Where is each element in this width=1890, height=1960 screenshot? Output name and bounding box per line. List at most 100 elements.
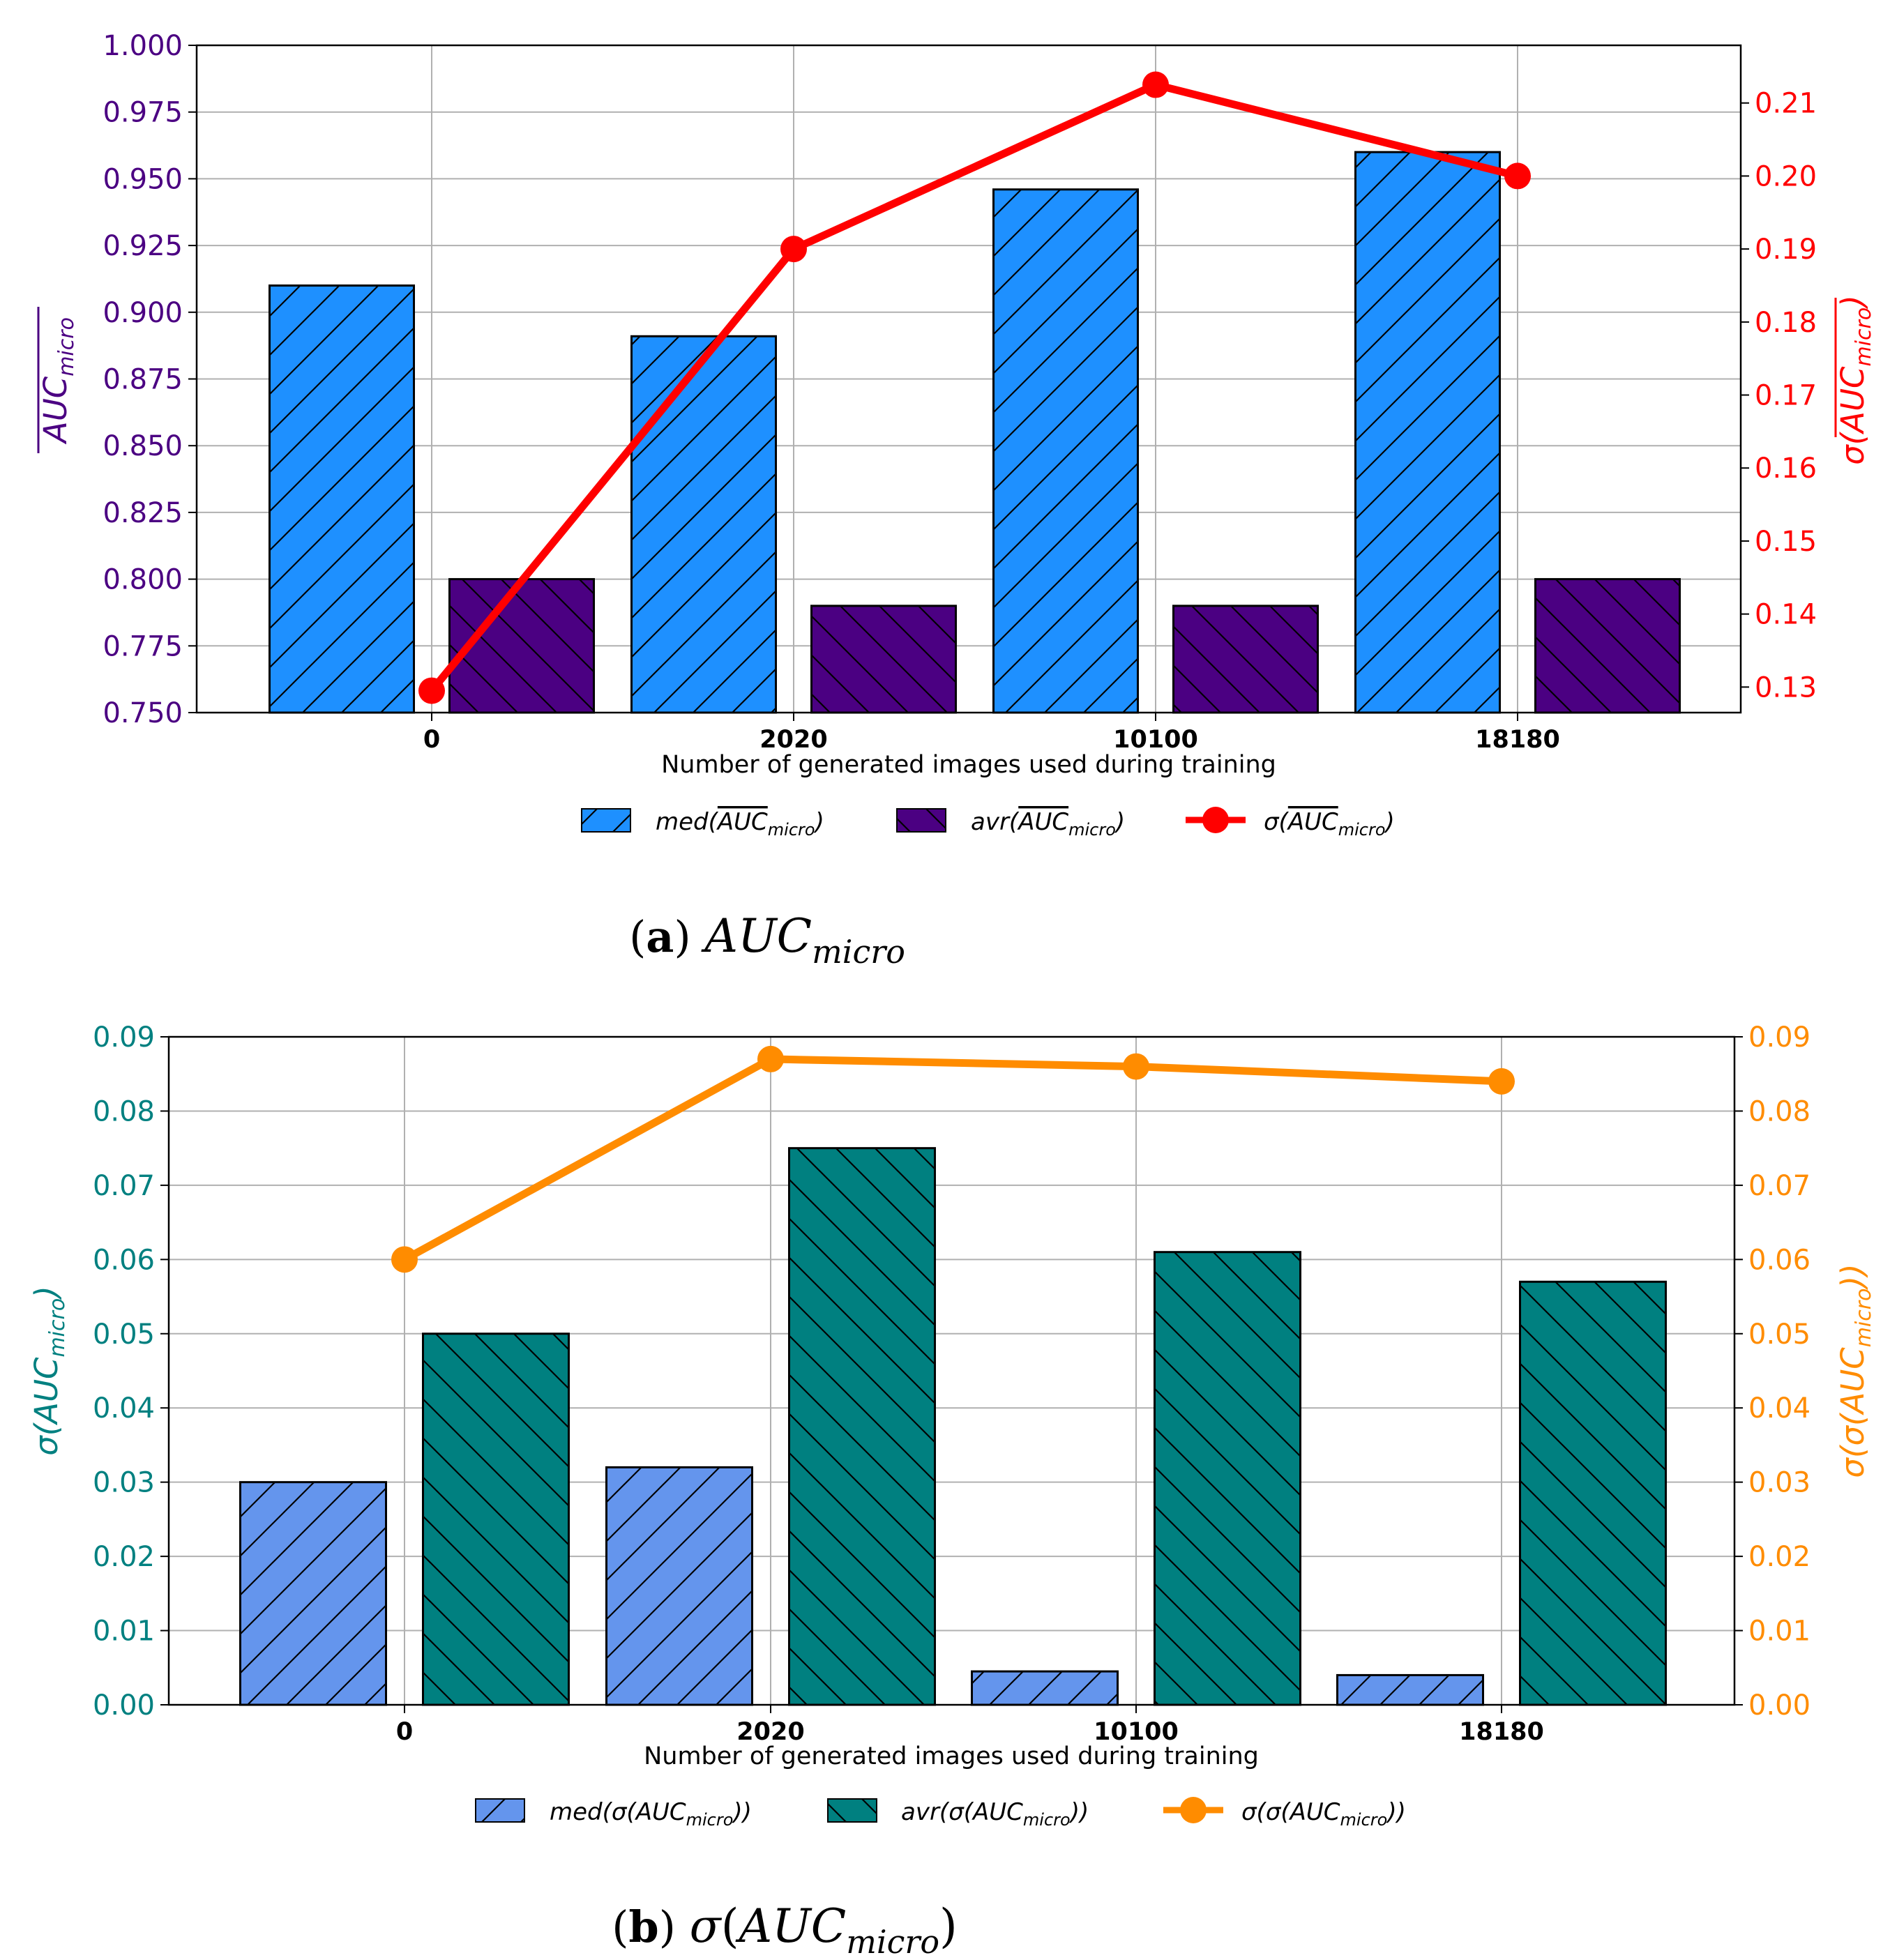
y-tick-label-left: 0.00	[93, 1689, 155, 1722]
y-tick-label-right: 0.09	[1748, 1021, 1810, 1054]
y-tick-label-right: 0.18	[1755, 307, 1817, 339]
chart-b-left-axis: 0.00 0.01 0.02 0.03 0.04 0.05 0.06 0.07 0.08 0.09	[93, 1021, 169, 1722]
legend-b-sigma-label: σ(σ(AUCmicro))	[1241, 1798, 1406, 1830]
y-tick-label-right: 0.05	[1748, 1319, 1810, 1351]
chart-b-line-series	[391, 1045, 1515, 1273]
y-tick-label-right: 0.04	[1748, 1392, 1810, 1425]
line-point	[1488, 1068, 1515, 1095]
x-tick-label: 10100	[1113, 726, 1198, 754]
y-tick-label-right: 0.06	[1748, 1244, 1810, 1276]
line-point	[1142, 71, 1169, 98]
y-tick-label-right: 0.07	[1748, 1170, 1810, 1202]
bar-hatch-avr	[788, 1147, 936, 1706]
chart-b-grid	[169, 1036, 1734, 1705]
y-tick-label-left: 0.06	[93, 1244, 155, 1276]
chart-b-x-label: Number of generated images used during t…	[644, 1742, 1259, 1770]
bar-hatch-avr	[1172, 605, 1319, 714]
chart-b-y-label-right: σ(σ(AUCmicro))	[1834, 1263, 1876, 1477]
legend-a-med-hatch	[582, 809, 630, 832]
chart-b-frame	[167, 1035, 1736, 1706]
y-tick-label-left: 0.825	[103, 497, 183, 529]
chart-b: 0.00 0.01 0.02 0.03 0.04 0.05 0.06 0.07 0.08 0.09…	[28, 1021, 1876, 1960]
y-tick-label-right: 0.15	[1755, 526, 1817, 558]
bar-hatch-med	[630, 335, 777, 714]
bar-hatch-med	[239, 1481, 387, 1706]
y-tick-label-right: 0.08	[1748, 1095, 1810, 1127]
y-tick-label-right: 0.19	[1755, 234, 1817, 266]
y-tick-label-left: 0.07	[93, 1170, 155, 1202]
bar-hatch-med	[1336, 1673, 1484, 1706]
legend-b-med-hatch	[476, 1799, 524, 1822]
caption-a: (a) AUCmicro	[629, 909, 905, 971]
line-sigma	[428, 81, 1519, 694]
legend-a-med-label: med(AUCmicro)	[656, 808, 824, 840]
y-tick-label-left: 0.05	[93, 1319, 155, 1351]
y-tick-label-right: 0.01	[1748, 1616, 1810, 1648]
y-tick-label-right: 0.20	[1755, 160, 1817, 192]
chart-a-y-label-left: AUCmicro	[37, 307, 79, 453]
svg-text:σ(AUCmicro): σ(AUCmicro)	[28, 1286, 70, 1456]
y-tick-label-left: 0.750	[103, 697, 183, 729]
y-tick-label-right: 0.13	[1755, 671, 1817, 704]
line-point	[391, 1246, 418, 1273]
legend-b-med-label: med(σ(AUCmicro))	[550, 1798, 752, 1830]
legend-a-sigma-label: σ(AUCmicro)	[1264, 808, 1395, 840]
bar-hatch-med	[971, 1670, 1119, 1706]
legend-a-avr-label: avr(AUCmicro)	[971, 808, 1125, 840]
y-tick-label-left: 0.02	[93, 1541, 155, 1573]
y-tick-label-right: 0.14	[1755, 599, 1817, 631]
chart-b-bars	[239, 1147, 1667, 1706]
chart-a: 0.750 0.775 0.800 0.825 0.850 0.875 0.900 0.925…	[37, 30, 1876, 971]
y-tick-label-left: 0.950	[103, 163, 183, 195]
legend-a-sigma-marker	[1202, 807, 1229, 833]
chart-b-right-axis: 0.00 0.01 0.02 0.03 0.04 0.05 0.06 0.07 0.08 0.09	[1734, 1021, 1810, 1722]
bar-hatch-avr	[810, 605, 957, 714]
x-tick-label: 0	[423, 726, 440, 754]
y-tick-label-right: 0.03	[1748, 1467, 1810, 1499]
x-tick-label: 18180	[1475, 726, 1560, 754]
y-tick-label-left: 0.04	[93, 1392, 155, 1425]
legend-b-avr-hatch	[828, 1799, 877, 1822]
y-tick-label-left: 0.800	[103, 564, 183, 596]
chart-a-right-axis: 0.13 0.14 0.15 0.16 0.17 0.18 0.19 0.20 0.21	[1741, 88, 1817, 704]
chart-a-left-axis: 0.750 0.775 0.800 0.825 0.850 0.875 0.900 0.925…	[103, 30, 197, 729]
chart-a-y-label-right: σ(AUCmicro)	[1834, 295, 1876, 465]
y-tick-label-left: 1.000	[103, 30, 183, 62]
svg-text:σ(σ(AUCmicro)): σ(σ(AUCmicro))	[1834, 1263, 1876, 1477]
y-tick-label-right: 0.21	[1755, 88, 1817, 120]
x-tick-label: 0	[396, 1718, 413, 1746]
y-tick-label-right: 0.00	[1748, 1689, 1810, 1722]
caption-b: (b) σ(AUCmicro)	[612, 1899, 958, 1960]
y-tick-label-left: 0.03	[93, 1467, 155, 1499]
bar-hatch-avr	[422, 1332, 570, 1706]
x-tick-label: 10100	[1094, 1718, 1179, 1746]
line-point	[1504, 162, 1531, 190]
bar-hatch-avr	[1519, 1280, 1667, 1706]
y-tick-label-left: 0.900	[103, 297, 183, 329]
bar-hatch-avr	[1154, 1251, 1301, 1706]
x-tick-label: 2020	[759, 726, 827, 754]
chart-a-x-label: Number of generated images used during t…	[661, 751, 1276, 779]
bar-hatch-med	[992, 188, 1139, 714]
x-tick-label: 2020	[736, 1718, 804, 1746]
y-tick-label-left: 0.875	[103, 364, 183, 396]
svg-text:AUCmicro: AUCmicro	[37, 317, 79, 445]
y-tick-label-left: 0.775	[103, 630, 183, 662]
chart-a-line-series	[418, 71, 1531, 704]
y-tick-label-left: 0.08	[93, 1095, 155, 1127]
chart-b-y-label-left: σ(AUCmicro)	[28, 1286, 70, 1456]
y-tick-label-left: 0.01	[93, 1616, 155, 1648]
y-tick-label-right: 0.17	[1755, 380, 1817, 412]
bar-hatch-med	[605, 1466, 753, 1706]
y-tick-label-right: 0.16	[1755, 453, 1817, 485]
legend-b-sigma-marker	[1180, 1797, 1207, 1823]
bar-hatch-avr	[1534, 578, 1681, 714]
line-point	[418, 677, 445, 704]
y-tick-label-left: 0.850	[103, 430, 183, 462]
legend-a-avr-hatch	[897, 809, 946, 832]
chart-a-bars	[269, 151, 1681, 714]
bar-hatch-avr	[448, 578, 595, 714]
line-sigma	[402, 1055, 1502, 1263]
y-tick-label-left: 0.975	[103, 97, 183, 129]
